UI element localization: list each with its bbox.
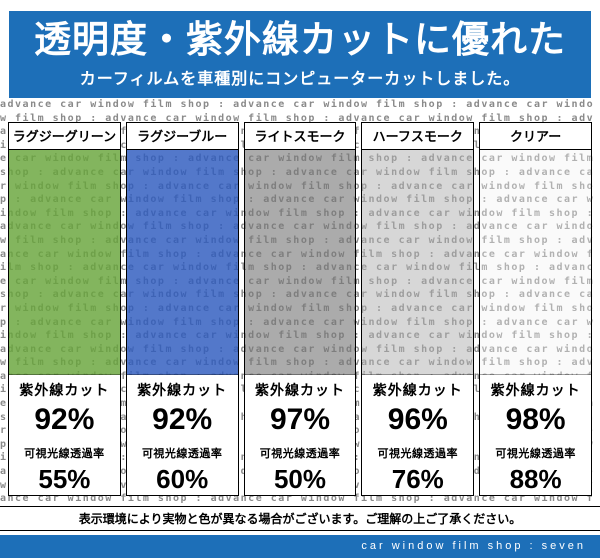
film-name: クリアー xyxy=(480,123,591,150)
film-swatch-blue xyxy=(126,149,238,375)
film-stats: 紫外線カット 97% 可視光線透過率 50% xyxy=(244,375,356,495)
film-panel-luxury-blue: ラグジーブルー 紫外線カット 92% 可視光線透過率 60% xyxy=(125,122,239,496)
uv-cut-value: 98% xyxy=(505,403,566,436)
vlt-label: 可視光線透過率 xyxy=(377,448,459,460)
vlt-label: 可視光線透過率 xyxy=(141,448,223,460)
film-panels: ラグジーグリーン 紫外線カット 92% 可視光線透過率 55% ラグジーブルー … xyxy=(8,122,592,496)
film-stats: 紫外線カット 98% 可視光線透過率 88% xyxy=(480,375,591,495)
uv-cut-value: 92% xyxy=(34,403,95,436)
film-swatch-green xyxy=(9,149,120,375)
film-panel-clear: クリアー 紫外線カット 98% 可視光線透過率 88% xyxy=(479,122,592,496)
vlt-label: 可視光線透過率 xyxy=(24,448,105,460)
uv-cut-label: 紫外線カット xyxy=(490,382,581,398)
vlt-value: 60% xyxy=(156,464,209,494)
film-stats: 紫外線カット 92% 可視光線透過率 55% xyxy=(9,375,120,495)
uv-cut-value: 96% xyxy=(387,403,448,436)
disclaimer-note: 表示環境により実物と色が異なる場合がございます。ご理解の上ご了承ください。 xyxy=(0,506,600,531)
vlt-value: 50% xyxy=(273,464,327,494)
film-name: ラグジーグリーン xyxy=(9,123,120,150)
vlt-value: 88% xyxy=(509,464,562,494)
page-title: 透明度・紫外線カットに優れた xyxy=(34,19,566,60)
film-panel-luxury-green: ラグジーグリーン 紫外線カット 92% 可視光線透過率 55% xyxy=(8,122,121,496)
vlt-label: 可視光線透過率 xyxy=(259,448,341,460)
uv-cut-value: 97% xyxy=(269,403,331,436)
uv-cut-label: 紫外線カット xyxy=(254,382,345,398)
brand-text: car window film shop : seven xyxy=(361,540,586,552)
film-comparison-area: advance car window film shop : advance c… xyxy=(0,98,600,506)
film-panel-half-smoke: ハーフスモーク 紫外線カット 96% 可視光線透過率 76% xyxy=(361,122,475,496)
page-subtitle: カーフィルムを車種別にコンピューターカットしました。 xyxy=(79,71,521,88)
film-swatch-clear xyxy=(480,149,591,375)
film-swatch-half-smoke xyxy=(362,149,474,375)
film-name: ハーフスモーク xyxy=(362,123,474,150)
uv-cut-value: 92% xyxy=(152,403,213,436)
film-stats: 紫外線カット 92% 可視光線透過率 60% xyxy=(126,375,238,495)
vlt-value: 76% xyxy=(391,464,444,494)
vlt-value: 55% xyxy=(38,464,91,494)
uv-cut-label: 紫外線カット xyxy=(372,382,463,398)
film-name: ライトスモーク xyxy=(244,123,356,150)
footer-banner: car window film shop : seven xyxy=(0,535,600,558)
header-banner: 透明度・紫外線カットに優れた カーフィルムを車種別にコンピューターカットしました… xyxy=(9,11,591,98)
film-swatch-light-smoke xyxy=(244,149,356,375)
vlt-label: 可視光線透過率 xyxy=(495,448,576,460)
film-name: ラグジーブルー xyxy=(126,123,238,150)
uv-cut-label: 紫外線カット xyxy=(19,382,110,398)
uv-cut-label: 紫外線カット xyxy=(137,382,228,398)
film-stats: 紫外線カット 96% 可視光線透過率 76% xyxy=(362,375,474,495)
film-panel-light-smoke: ライトスモーク 紫外線カット 97% 可視光線透過率 50% xyxy=(243,122,357,496)
